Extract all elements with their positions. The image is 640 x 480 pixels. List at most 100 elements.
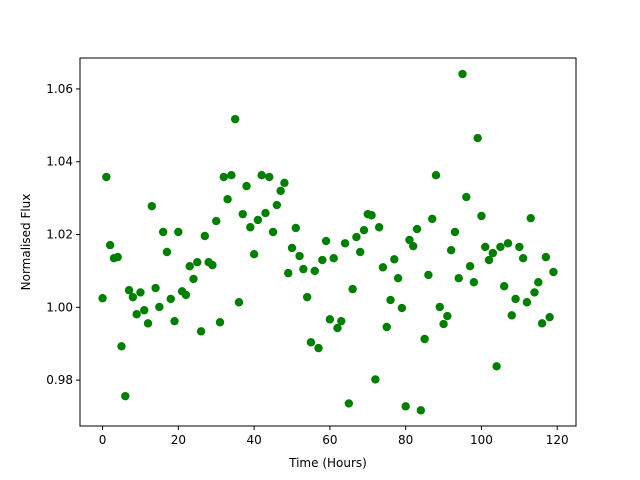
point [428, 214, 437, 224]
y-tick-label: 0.98 [46, 373, 73, 387]
point [200, 231, 210, 241]
point [208, 260, 217, 270]
point [454, 274, 463, 283]
point [409, 241, 418, 251]
point [458, 69, 467, 79]
point [181, 290, 191, 300]
point [185, 262, 194, 271]
point [496, 242, 505, 252]
point [416, 406, 426, 415]
point [481, 242, 490, 252]
point [344, 399, 354, 408]
point [393, 274, 403, 283]
x-tick-label: 20 [171, 433, 186, 447]
point [549, 267, 558, 277]
point [295, 251, 304, 261]
point [435, 302, 444, 312]
x-tick-label: 80 [398, 433, 413, 447]
point [465, 262, 475, 271]
x-tick-label: 120 [546, 433, 569, 447]
point [473, 133, 482, 143]
point [219, 172, 228, 182]
point [534, 278, 543, 287]
y-tick-label: 1.04 [46, 155, 73, 169]
point [401, 402, 410, 411]
point [234, 298, 244, 307]
point [424, 270, 433, 280]
point [405, 235, 414, 245]
point [143, 319, 153, 328]
point [314, 343, 323, 353]
point [492, 362, 501, 371]
point [333, 323, 342, 333]
point [166, 294, 175, 304]
point [446, 245, 456, 255]
y-tick-label: 1.06 [46, 82, 73, 96]
point [147, 201, 157, 211]
point [193, 258, 202, 267]
point [162, 247, 172, 257]
point [276, 186, 285, 196]
point [113, 252, 122, 262]
x-tick-label: 60 [322, 433, 337, 447]
point [151, 283, 160, 293]
point [503, 239, 513, 248]
point [105, 240, 115, 250]
y-tick-label: 1.02 [46, 228, 73, 242]
point [284, 268, 293, 278]
point [238, 209, 247, 219]
point [302, 292, 312, 302]
point [215, 318, 225, 327]
point [382, 322, 391, 332]
point [280, 178, 289, 188]
point [102, 172, 111, 182]
point [390, 255, 399, 264]
point [378, 263, 388, 272]
point [136, 288, 145, 297]
point [246, 223, 255, 232]
point [386, 295, 395, 305]
point [397, 303, 407, 313]
point [412, 224, 422, 234]
point [359, 225, 369, 235]
point [507, 311, 516, 320]
point [306, 338, 316, 347]
point [541, 252, 551, 262]
point [329, 253, 338, 263]
x-tick-label: 40 [246, 433, 261, 447]
point [321, 236, 331, 246]
point [223, 195, 232, 204]
point [530, 288, 539, 297]
point [340, 239, 350, 248]
point [117, 342, 126, 351]
x-axis-label: Time (Hours) [288, 456, 367, 470]
point [299, 264, 308, 274]
point [443, 311, 452, 321]
x-tick-label: 100 [470, 433, 493, 447]
point [367, 211, 376, 220]
point [230, 114, 240, 124]
point [272, 200, 282, 210]
point [374, 223, 384, 232]
point [371, 375, 380, 384]
point [511, 294, 520, 304]
point [132, 310, 141, 319]
plot-frame [79, 57, 577, 427]
point [128, 292, 138, 302]
point [352, 232, 361, 242]
point [477, 211, 486, 221]
point [545, 312, 554, 322]
point [155, 302, 164, 312]
point [484, 255, 494, 265]
point [140, 306, 149, 315]
point [265, 172, 274, 182]
point [253, 215, 263, 225]
point [261, 208, 270, 218]
point [189, 274, 198, 284]
point [325, 315, 335, 324]
point [537, 319, 547, 328]
y-tick-label: 1.00 [46, 300, 73, 314]
point [462, 192, 471, 202]
point [249, 249, 259, 259]
